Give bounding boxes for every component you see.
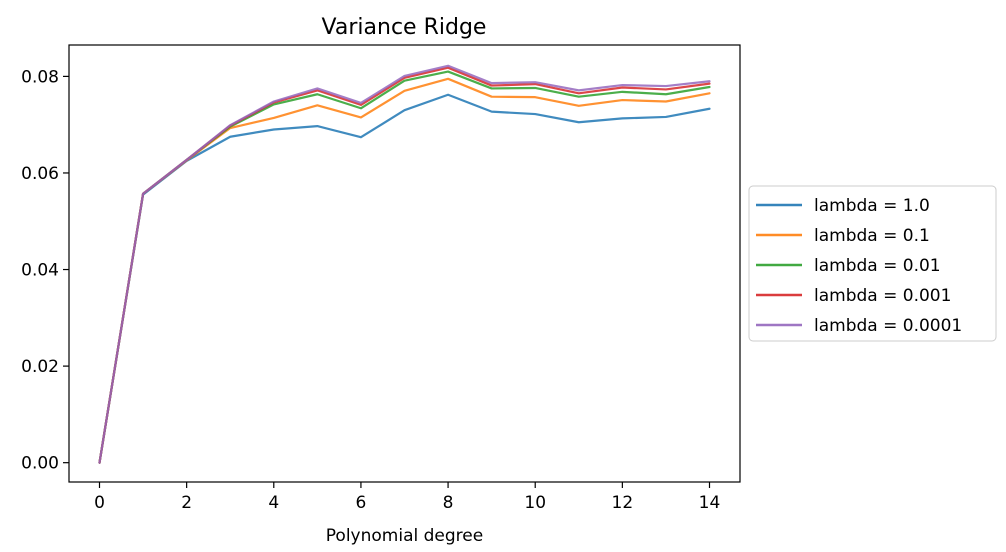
- series-line-2: [98, 70, 711, 464]
- x-tick-label: 4: [268, 493, 279, 513]
- x-tick-label: 8: [443, 493, 454, 513]
- y-tick-label: 0.04: [21, 261, 59, 281]
- legend-items: lambda = 1.0 lambda = 0.1 lambda = 0.01 lam…: [756, 196, 962, 336]
- chart-title: Variance Ridge: [322, 15, 487, 40]
- y-tick-label: 0.06: [21, 164, 59, 184]
- y-tick-label: 0.08: [21, 67, 59, 87]
- series-layer: [98, 64, 711, 464]
- legend-label-0: lambda = 1.0: [814, 196, 930, 216]
- y-tick-label: 0.02: [21, 357, 59, 377]
- series-line-4: [98, 64, 711, 464]
- y-axis-ticks: 0.00 0.02 0.04 0.06 0.08: [21, 67, 69, 474]
- y-tick-label: 0.00: [21, 454, 59, 474]
- x-axis-ticks: 0 2 4 6 8 10 12 14: [94, 482, 720, 513]
- x-tick-label: 14: [699, 493, 721, 513]
- x-tick-label: 6: [356, 493, 367, 513]
- legend-label-1: lambda = 0.1: [814, 226, 930, 246]
- x-tick-label: 2: [181, 493, 192, 513]
- plot-area-frame: [68, 44, 741, 483]
- x-axis-label: Polynomial degree: [326, 526, 483, 546]
- x-tick-label: 12: [612, 493, 634, 513]
- legend: lambda = 1.0 lambda = 0.1 lambda = 0.01 lam…: [748, 185, 997, 342]
- series-line-1: [98, 77, 711, 464]
- legend-label-4: lambda = 0.0001: [814, 316, 962, 336]
- legend-label-2: lambda = 0.01: [814, 256, 941, 276]
- series-line-0: [98, 93, 711, 464]
- legend-box: [748, 185, 997, 342]
- x-tick-label: 10: [524, 493, 546, 513]
- legend-label-3: lambda = 0.001: [814, 286, 951, 306]
- series-line-3: [98, 66, 711, 464]
- x-tick-label: 0: [94, 493, 105, 513]
